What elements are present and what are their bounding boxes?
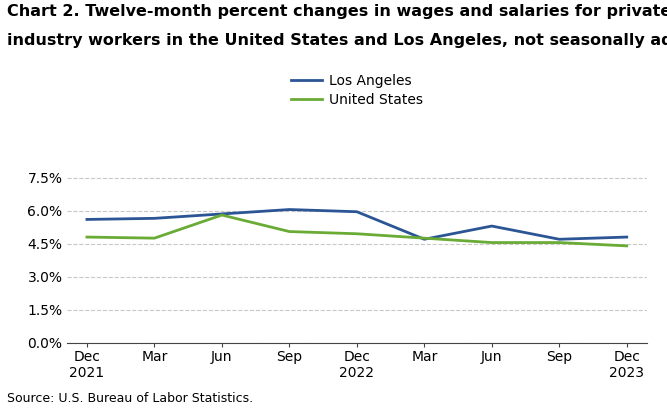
Text: Chart 2. Twelve-month percent changes in wages and salaries for private: Chart 2. Twelve-month percent changes in… [7,4,667,19]
Text: industry workers in the United States and Los Angeles, not seasonally adjusted: industry workers in the United States an… [7,33,667,48]
Legend: Los Angeles, United States: Los Angeles, United States [285,68,428,113]
Text: Source: U.S. Bureau of Labor Statistics.: Source: U.S. Bureau of Labor Statistics. [7,392,253,405]
